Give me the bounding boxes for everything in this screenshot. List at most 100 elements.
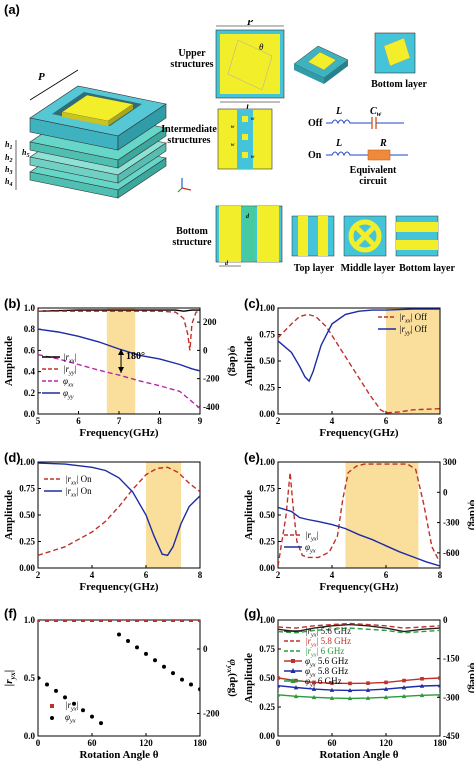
legend-label-g-5: φyx 6 GHz xyxy=(305,676,342,688)
legend-label-b-2: φxx xyxy=(63,376,74,388)
y-tick-label-g: 1.00 xyxy=(259,615,275,625)
y2-tick-label-e: -600 xyxy=(443,548,460,558)
data-point-g-4 xyxy=(365,687,371,692)
data-point-g-4 xyxy=(347,687,353,693)
y-tick-label-d: 0.50 xyxy=(19,510,35,520)
data-point-f-0 xyxy=(180,620,184,622)
series-line-b-1 xyxy=(38,310,200,351)
chart-c: (c) 2 4 6 8 0.00 0.25 0.50 0.75 1.00 Frequency(GHz… xyxy=(243,296,443,439)
series-line-c-1 xyxy=(278,308,440,383)
label-bottom-structure: Bottom structure xyxy=(172,226,212,248)
y2-tick-label-e: 300 xyxy=(443,457,457,467)
resistor-label: R xyxy=(379,138,387,149)
data-point-g-4 xyxy=(419,683,425,688)
data-point-g-3 xyxy=(330,681,334,685)
x-tick-label-g: 0 xyxy=(276,738,281,748)
y-axis-title-e: Amplitude xyxy=(243,490,255,540)
h2-label: h2 xyxy=(5,153,12,164)
panel-label-d: (d) xyxy=(4,450,21,465)
inductor-label-on: L xyxy=(335,138,342,149)
x-tick-label-c: 8 xyxy=(438,416,443,426)
y-axis-title-b: Amplitude xyxy=(3,336,15,386)
data-point-f-0 xyxy=(189,620,193,622)
y-tick-label-c: 0.75 xyxy=(259,330,275,340)
legend-label-g-2: |ryx| 6 GHz xyxy=(305,646,344,658)
y-tick-label-e: 0.75 xyxy=(259,484,275,494)
legend-label-b-0: |rxx| xyxy=(63,352,77,364)
legend-label-c-0: |rxx| Off xyxy=(399,312,427,324)
cap-label: Cw xyxy=(370,106,382,118)
legend-label-d-0: |rxx| On xyxy=(65,474,92,486)
y2-axis-title-b: φ(deg) xyxy=(227,346,239,377)
y2-tick-label-f: 0 xyxy=(203,644,208,654)
chart-f: (f) 0 60 120 180 0.0 0.5 1.0 0 -200 Rotation Angle… xyxy=(3,606,239,761)
legend-label-g-4: φyx 5.8 GHz xyxy=(305,666,348,678)
x-tick-label-b: 8 xyxy=(157,416,162,426)
x-tick-label-e: 4 xyxy=(330,570,335,580)
y2-axis-title-g: φ(deg) xyxy=(467,663,474,694)
bottom-structure-figure: d d xyxy=(215,205,283,267)
y-tick-label-c: 0.50 xyxy=(259,356,275,366)
series-line-e-1 xyxy=(278,506,440,567)
data-point-f-1 xyxy=(99,721,103,726)
x-tick-label-e: 6 xyxy=(384,570,389,580)
chart-g: (g) 0 60 120 180 0.00 0.25 0.50 0.75 1.00 0 -150 -30… xyxy=(243,606,474,761)
on-label: On xyxy=(308,150,322,161)
data-point-g-5 xyxy=(401,693,407,699)
data-point-g-4 xyxy=(278,683,281,688)
data-point-g-5 xyxy=(278,692,281,697)
y2-tick-label-g: -450 xyxy=(443,731,460,741)
label-middle-layer: Middle layer xyxy=(340,263,396,274)
series-line-c-0 xyxy=(278,313,440,414)
y-tick-label-b: 0.6 xyxy=(24,345,36,355)
x-tick-label-c: 4 xyxy=(330,416,335,426)
bottom-layer-thumbnail xyxy=(374,32,416,74)
middle-layer-thumbnail xyxy=(343,215,387,257)
panel-label-b: (b) xyxy=(4,296,21,311)
data-point-f-1 xyxy=(162,664,166,669)
legend-label-b-3: φyy xyxy=(63,388,74,400)
y-axis-title-c: Amplitude xyxy=(243,336,255,386)
data-point-f-0 xyxy=(135,620,139,622)
label-equivalent-circuit: Equivalent circuit xyxy=(349,165,397,187)
legend-label-g-1: |ryx| 5.8 GHz xyxy=(305,636,351,648)
phase-diff-annotation: 180° xyxy=(126,351,145,362)
upper-structure-figure: P l1 θ xyxy=(215,20,285,110)
data-point-f-0 xyxy=(126,620,130,622)
highlight-band-e xyxy=(345,462,419,568)
data-point-f-1 xyxy=(171,671,175,676)
h1-label: h1 xyxy=(5,140,12,151)
data-point-g-5 xyxy=(419,692,425,698)
off-label: Off xyxy=(308,118,323,129)
x-tick-label-d: 6 xyxy=(144,570,149,580)
y2-tick-label-b: 0 xyxy=(203,345,208,355)
data-point-g-5 xyxy=(347,695,353,701)
y-axis-title-g: Amplitude xyxy=(243,653,255,703)
series-line-b-3 xyxy=(38,328,200,372)
series-line-b-0 xyxy=(38,309,200,312)
data-point-g-3 xyxy=(366,681,370,685)
y-tick-label-d: 0.75 xyxy=(19,484,35,494)
y-tick-label-c: 1.00 xyxy=(259,303,275,313)
data-point-f-0 xyxy=(117,620,121,622)
inductor-label-off: L xyxy=(335,106,342,117)
data-point-g-3 xyxy=(278,676,280,680)
legend-label-d-1: |rxx| On xyxy=(65,486,92,498)
data-point-f-1 xyxy=(144,651,148,656)
y-tick-label-e: 0.00 xyxy=(259,563,275,573)
data-point-f-0 xyxy=(108,620,112,622)
x-tick-label-b: 5 xyxy=(36,416,41,426)
x-tick-label-f: 180 xyxy=(193,738,207,748)
x-tick-label-d: 2 xyxy=(36,570,41,580)
y-tick-label-b: 0.4 xyxy=(24,367,36,377)
y2-tick-label-b: -200 xyxy=(203,374,220,384)
data-point-f-0 xyxy=(81,620,85,622)
w4-label: w xyxy=(251,155,255,160)
y2-tick-label-b: 200 xyxy=(203,317,217,327)
x-tick-label-d: 4 xyxy=(90,570,95,580)
data-point-g-4 xyxy=(437,683,440,688)
data-point-f-0 xyxy=(99,620,103,622)
series-line-g-0 xyxy=(278,623,440,633)
x-tick-label-g: 60 xyxy=(328,738,338,748)
x-tick-label-d: 8 xyxy=(198,570,203,580)
